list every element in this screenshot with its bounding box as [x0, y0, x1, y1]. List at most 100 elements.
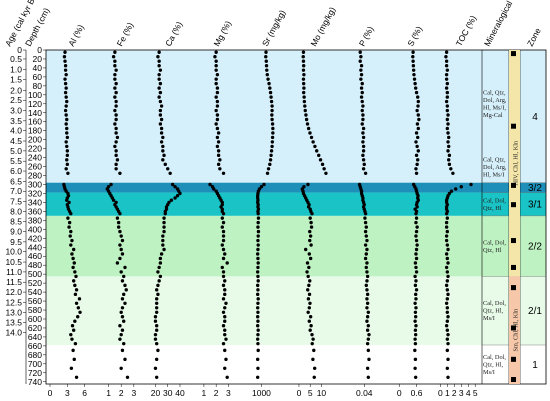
data-point: [113, 50, 117, 54]
data-point: [445, 90, 450, 95]
data-point: [69, 243, 73, 247]
age-tick-label: 9.0: [10, 227, 22, 237]
age-tick-label: 8.0: [10, 206, 22, 216]
data-point: [256, 341, 260, 346]
data-point: [153, 337, 158, 341]
data-point: [214, 81, 218, 86]
data-point: [411, 63, 416, 68]
data-point: [322, 167, 326, 171]
data-point: [320, 162, 325, 167]
data-point: [66, 216, 70, 220]
data-point: [366, 324, 371, 328]
data-point: [158, 99, 163, 104]
data-point: [114, 153, 118, 158]
data-point: [360, 108, 364, 113]
zone-label: 3/2: [528, 183, 542, 194]
data-point: [446, 357, 450, 362]
panel-6: 0.04: [356, 50, 373, 398]
data-point: [301, 59, 306, 63]
data-point: [414, 238, 419, 243]
data-point: [444, 77, 449, 81]
data-point: [446, 332, 450, 337]
data-point: [157, 72, 161, 77]
data-point: [215, 113, 220, 117]
data-point: [158, 261, 163, 265]
data-point: [412, 72, 416, 77]
data-point: [445, 279, 450, 283]
depth-tick-label: 720: [28, 368, 42, 378]
clay-marker: [511, 123, 516, 129]
data-point: [310, 211, 314, 216]
depth-tick-label: 320: [28, 188, 42, 198]
data-point: [169, 198, 174, 202]
data-point: [445, 288, 450, 292]
data-point: [120, 328, 125, 332]
age-tick-label: 1.5: [10, 75, 22, 85]
data-point: [318, 158, 323, 162]
data-point: [161, 149, 165, 153]
data-point: [446, 131, 450, 135]
data-point: [122, 274, 126, 279]
data-point: [444, 55, 448, 59]
data-point: [415, 162, 419, 167]
data-point: [216, 131, 221, 135]
age-tick-label: 12.5: [5, 297, 22, 307]
data-point: [159, 252, 164, 256]
data-point: [444, 238, 449, 243]
data-point: [416, 95, 420, 99]
data-point: [119, 270, 123, 274]
data-point: [63, 63, 68, 68]
data-point: [154, 301, 159, 306]
data-point: [214, 59, 218, 63]
column-headers: Al (%) Fe (%) Ca (%) Mg (%) Sr (mg/kg) Mo (mg…: [3, 0, 543, 48]
data-point: [256, 243, 260, 247]
data-point: [221, 211, 226, 216]
data-point: [156, 348, 160, 353]
data-point: [161, 238, 165, 243]
data-point: [269, 153, 273, 158]
data-point: [64, 86, 68, 90]
data-point: [361, 144, 366, 149]
data-point: [157, 59, 161, 63]
data-point: [215, 99, 220, 104]
data-point: [255, 270, 260, 274]
data-point: [414, 167, 418, 171]
data-point: [306, 126, 311, 131]
data-point: [153, 319, 158, 323]
data-point: [73, 292, 78, 297]
zone-label: 4: [532, 112, 538, 123]
data-point: [64, 122, 68, 126]
data-point: [415, 122, 420, 126]
data-point: [157, 86, 161, 90]
data-point: [270, 140, 275, 144]
data-point: [445, 348, 450, 353]
data-point: [224, 357, 228, 362]
data-point: [309, 135, 314, 140]
data-point: [306, 297, 311, 301]
zone-column-band-2: [520, 192, 546, 216]
mineral-text: Cal, Qtz,: [483, 157, 506, 164]
data-point: [445, 337, 450, 341]
data-point: [71, 256, 75, 261]
data-point: [116, 225, 121, 229]
data-point: [414, 279, 418, 283]
age-tick-label: 0.5: [10, 54, 22, 64]
data-point: [413, 375, 418, 379]
data-point: [308, 216, 312, 220]
data-point: [324, 171, 328, 175]
data-point: [114, 131, 118, 135]
data-point: [305, 122, 310, 126]
data-point: [302, 72, 306, 77]
age-tick-label: 5.0: [10, 146, 22, 156]
data-point: [114, 167, 118, 171]
data-point: [256, 288, 260, 292]
data-point: [449, 189, 454, 193]
depth-tick-label: 420: [28, 233, 42, 243]
data-point: [365, 261, 369, 265]
data-point: [445, 319, 450, 323]
data-point: [307, 319, 311, 323]
clay-marker: [511, 202, 516, 208]
data-point: [360, 99, 364, 104]
data-point: [447, 158, 451, 162]
